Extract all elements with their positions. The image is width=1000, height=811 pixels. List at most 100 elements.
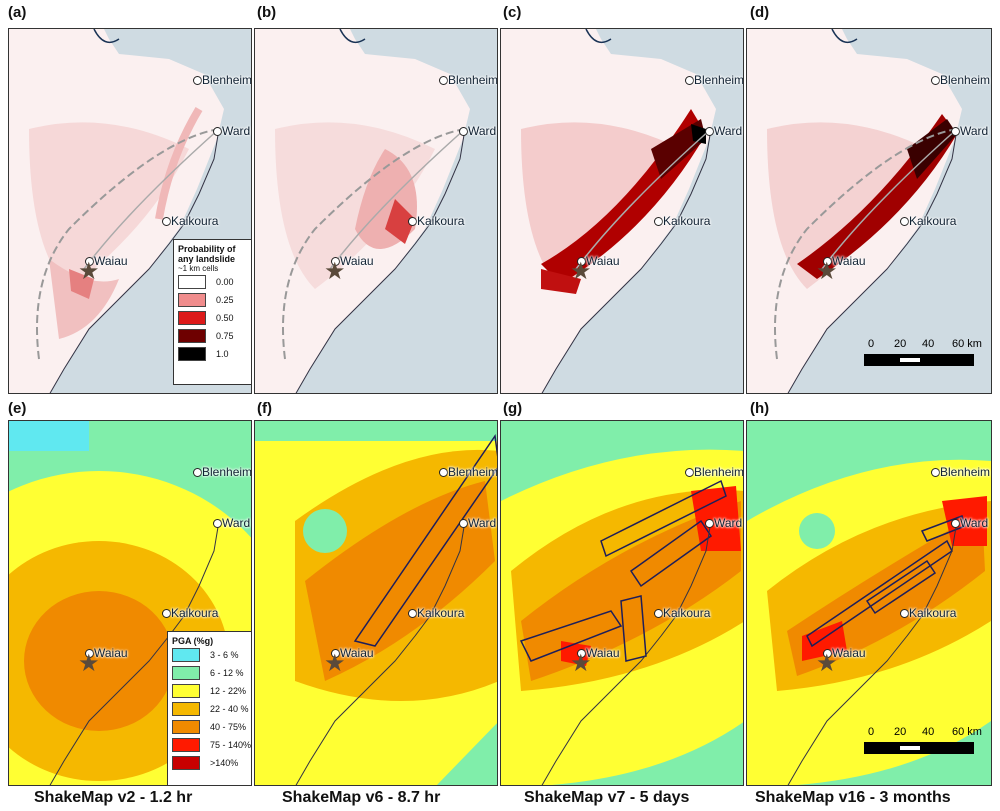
epicenter-star-icon: ★ [816, 258, 838, 285]
city-label-ward: Ward [222, 124, 251, 138]
kaikoura-marker [408, 609, 417, 618]
pga-legend-item: 12 - 22% [172, 682, 251, 700]
kaikoura-marker [654, 217, 663, 226]
city-label-ward: Ward [468, 124, 497, 138]
landslide-map-d [747, 29, 962, 393]
city-label-ward: Ward [960, 124, 989, 138]
legend-item-label: 1.0 [216, 349, 229, 359]
legend-item-label: 3 - 6 % [210, 650, 239, 660]
blenheim-marker [193, 468, 202, 477]
blenheim-marker [193, 76, 202, 85]
pga-map-f [255, 421, 497, 785]
city-label-kaikoura: Kaikoura [171, 214, 219, 228]
legend-item-label: 0.75 [216, 331, 234, 341]
legend-item-label: 22 - 40 % [210, 704, 249, 714]
map-panel-g: Blenheim Ward Kaikoura Waiau ★ [500, 420, 744, 786]
legend-item-label: 75 - 140% [210, 740, 252, 750]
city-label-waiau: Waiau [94, 646, 128, 660]
landslide-legend: Probability of any landslide ~1 km cells… [173, 239, 251, 385]
map-panel-a: Blenheim Ward Kaikoura Waiau ★ Probabili… [8, 28, 252, 394]
landslide-map-c [501, 29, 716, 393]
panel-label-b: (b) [257, 4, 277, 21]
scale-bar-graphic [864, 354, 974, 366]
pga-legend: PGA (%g) 3 - 6 % 6 - 12 % 12 - 22% 22 - … [167, 631, 252, 785]
city-label-waiau: Waiau [94, 254, 128, 268]
epicenter-star-icon: ★ [324, 650, 346, 677]
city-label-blenheim: Blenheim [448, 73, 498, 87]
legend-item-label: 6 - 12 % [210, 668, 244, 678]
scale-bar-bottom: 0 20 40 60 km [864, 726, 988, 754]
legend-item-label: 0.00 [216, 277, 234, 287]
legend-swatch [172, 684, 200, 698]
map-panel-b: Blenheim Ward Kaikoura Waiau ★ [254, 28, 498, 394]
caption-v16: ShakeMap v16 - 3 months [755, 789, 951, 806]
landslide-legend-item: 0.25 [178, 291, 251, 309]
panel-label-e: (e) [8, 400, 27, 417]
city-label-waiau: Waiau [832, 254, 866, 268]
city-label-kaikoura: Kaikoura [417, 214, 465, 228]
waiau-marker [823, 257, 832, 266]
epicenter-star-icon: ★ [78, 650, 100, 677]
pga-legend-title: PGA (%g) [172, 636, 214, 646]
ward-marker [951, 519, 960, 528]
landslide-legend-subtitle: ~1 km cells [178, 264, 219, 273]
landslide-legend-item: 0.00 [178, 273, 251, 291]
landslide-legend-item: 0.75 [178, 327, 251, 345]
legend-item-label: 40 - 75% [210, 722, 247, 732]
pga-map-g [501, 421, 743, 785]
legend-swatch [178, 311, 206, 325]
kaikoura-marker [162, 217, 171, 226]
panel-label-f: (f) [257, 400, 272, 417]
legend-item-label: 0.50 [216, 313, 234, 323]
legend-swatch [172, 648, 200, 662]
scale-tick: 60 km [952, 726, 982, 738]
city-label-waiau: Waiau [340, 646, 374, 660]
ward-marker [459, 519, 468, 528]
blenheim-marker [685, 468, 694, 477]
scale-tick: 40 [922, 338, 935, 350]
ward-marker [213, 127, 222, 136]
scale-bar-top: 0 20 40 60 km [864, 338, 988, 366]
blenheim-marker [439, 76, 448, 85]
waiau-marker [331, 649, 340, 658]
waiau-marker [577, 649, 586, 658]
kaikoura-marker [162, 609, 171, 618]
legend-swatch [178, 275, 206, 289]
caption-v2: ShakeMap v2 - 1.2 hr [34, 789, 193, 806]
scale-tick: 0 [868, 338, 875, 350]
city-label-waiau: Waiau [340, 254, 374, 268]
scale-bar-graphic [864, 742, 974, 754]
city-label-kaikoura: Kaikoura [417, 606, 465, 620]
landslide-legend-item: 0.50 [178, 309, 251, 327]
pga-legend-item: 3 - 6 % [172, 646, 251, 664]
panel-label-h: (h) [750, 400, 770, 417]
waiau-marker [577, 257, 586, 266]
ward-marker [705, 519, 714, 528]
epicenter-star-icon: ★ [570, 258, 592, 285]
city-label-blenheim: Blenheim [694, 73, 744, 87]
blenheim-marker [931, 468, 940, 477]
ward-marker [951, 127, 960, 136]
kaikoura-marker [900, 609, 909, 618]
city-label-blenheim: Blenheim [448, 465, 498, 479]
landslide-map-a [9, 29, 224, 393]
kaikoura-marker [408, 217, 417, 226]
panel-label-g: (g) [503, 400, 523, 417]
kaikoura-marker [900, 217, 909, 226]
city-label-ward: Ward [714, 124, 743, 138]
pga-legend-item: 22 - 40 % [172, 700, 251, 718]
epicenter-star-icon: ★ [816, 650, 838, 677]
blenheim-marker [685, 76, 694, 85]
scale-tick: 20 [894, 338, 907, 350]
map-panel-c: Blenheim Ward Kaikoura Waiau ★ [500, 28, 744, 394]
blenheim-marker [931, 76, 940, 85]
landslide-legend-item: 1.0 [178, 345, 251, 363]
waiau-marker [85, 649, 94, 658]
legend-item-label: 0.25 [216, 295, 234, 305]
city-label-waiau: Waiau [586, 254, 620, 268]
legend-swatch [178, 329, 206, 343]
landslide-map-b [255, 29, 470, 393]
landslide-legend-title: Probability of any landslide [178, 244, 236, 264]
panel-label-d: (d) [750, 4, 770, 21]
pga-map-h [747, 421, 991, 785]
